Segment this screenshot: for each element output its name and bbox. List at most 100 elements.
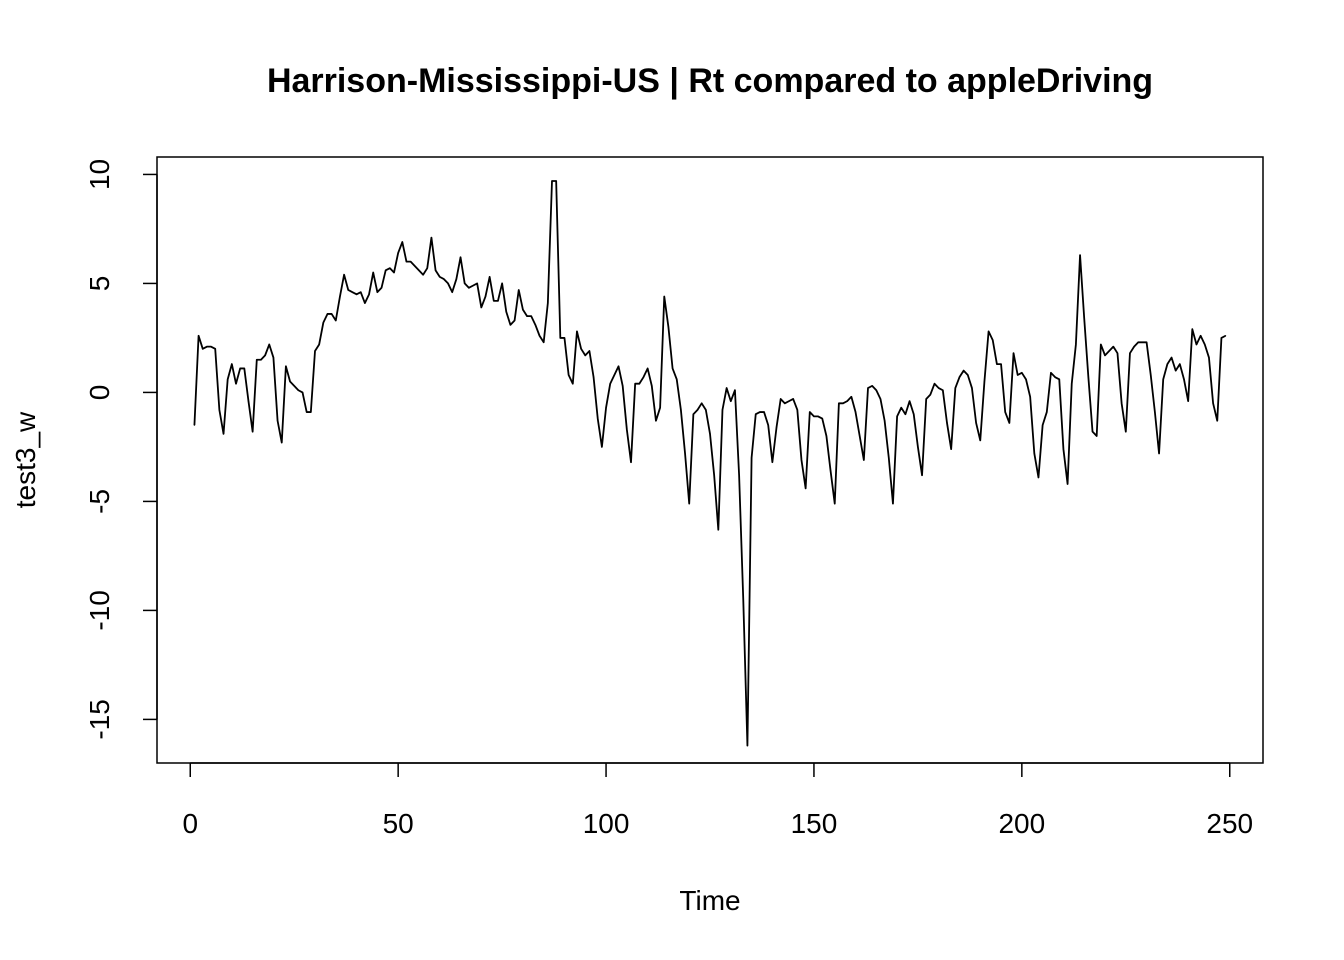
data-point (684, 452, 686, 455)
data-point (809, 411, 811, 413)
data-point (1154, 411, 1156, 413)
data-point (197, 335, 200, 337)
chart-title: Harrison-Mississippi-US | Rt compared to… (267, 62, 1153, 100)
y-tick-label: -10 (84, 590, 115, 630)
data-point (821, 417, 823, 420)
data-point (651, 385, 653, 387)
data-point (218, 409, 220, 411)
data-point (405, 261, 408, 263)
x-tick-label: 150 (791, 808, 838, 839)
data-point (597, 417, 599, 420)
y-tick-label: 5 (84, 276, 115, 292)
series-line (193, 180, 1226, 747)
series-points (193, 180, 1227, 747)
data-point (892, 503, 894, 505)
data-point (817, 415, 819, 417)
data-point (1087, 376, 1089, 378)
data-point (1175, 370, 1177, 372)
data-point (854, 411, 857, 413)
data-point (908, 400, 911, 402)
y-tick-label: -5 (84, 489, 115, 514)
data-point (243, 367, 245, 370)
data-point (414, 265, 416, 267)
data-point (1121, 402, 1123, 404)
data-point (780, 398, 782, 400)
data-point (896, 415, 898, 417)
y-tick-label: 0 (84, 385, 115, 401)
data-point (202, 348, 204, 350)
data-point (884, 420, 886, 422)
data-point (210, 346, 212, 348)
data-point (958, 376, 961, 378)
data-point (763, 411, 765, 413)
data-point (385, 269, 387, 271)
data-point (331, 313, 333, 315)
data-point (805, 487, 807, 489)
x-tick-label: 0 (182, 808, 198, 839)
data-point (451, 291, 453, 293)
data-point (355, 293, 358, 295)
data-point (1116, 352, 1119, 354)
data-point (501, 282, 503, 285)
data-point (293, 385, 295, 387)
data-point (846, 400, 848, 402)
data-point (750, 457, 753, 459)
data-point (738, 474, 740, 476)
data-point (1058, 378, 1060, 380)
data-point (434, 269, 437, 271)
data-point (551, 180, 553, 182)
data-point (447, 282, 449, 285)
data-point (904, 413, 907, 415)
data-point (322, 322, 324, 324)
data-point (484, 295, 487, 298)
data-point (634, 383, 636, 385)
data-point (576, 330, 578, 332)
data-point (397, 252, 399, 254)
data-point (513, 319, 516, 322)
data-point (264, 354, 266, 356)
data-point (555, 180, 557, 182)
data-point (921, 474, 923, 476)
data-point (1091, 431, 1094, 433)
data-point (493, 300, 495, 302)
data-point (692, 413, 694, 415)
x-tick-label: 50 (383, 808, 414, 839)
data-point (543, 341, 545, 343)
data-point (617, 365, 620, 367)
data-point (717, 529, 719, 531)
data-point (1162, 378, 1164, 380)
data-point (526, 315, 528, 317)
data-point (401, 241, 403, 243)
data-point (1104, 354, 1106, 356)
data-point (426, 267, 428, 269)
data-point (522, 308, 524, 311)
data-point (942, 389, 944, 391)
data-point (588, 350, 591, 352)
data-point (996, 363, 998, 365)
data-point (667, 326, 670, 328)
data-point (913, 413, 915, 415)
data-point (1021, 372, 1023, 374)
data-point (875, 389, 877, 391)
data-point (380, 287, 383, 289)
data-point (1200, 335, 1202, 337)
data-point (850, 396, 852, 398)
data-point (1100, 343, 1102, 346)
data-point (480, 306, 482, 309)
data-point (1004, 411, 1006, 413)
data-point (1008, 422, 1010, 424)
data-point (1042, 424, 1044, 426)
data-point (967, 374, 969, 376)
data-point (468, 287, 470, 289)
data-point (252, 431, 254, 433)
data-point (418, 269, 420, 271)
data-point (1037, 476, 1040, 479)
data-point (987, 330, 990, 332)
data-point (459, 256, 462, 258)
data-point (992, 339, 994, 341)
data-point (518, 289, 520, 291)
data-point (1137, 341, 1139, 343)
data-point (227, 378, 229, 380)
data-point (206, 346, 208, 348)
data-point (1129, 352, 1131, 354)
